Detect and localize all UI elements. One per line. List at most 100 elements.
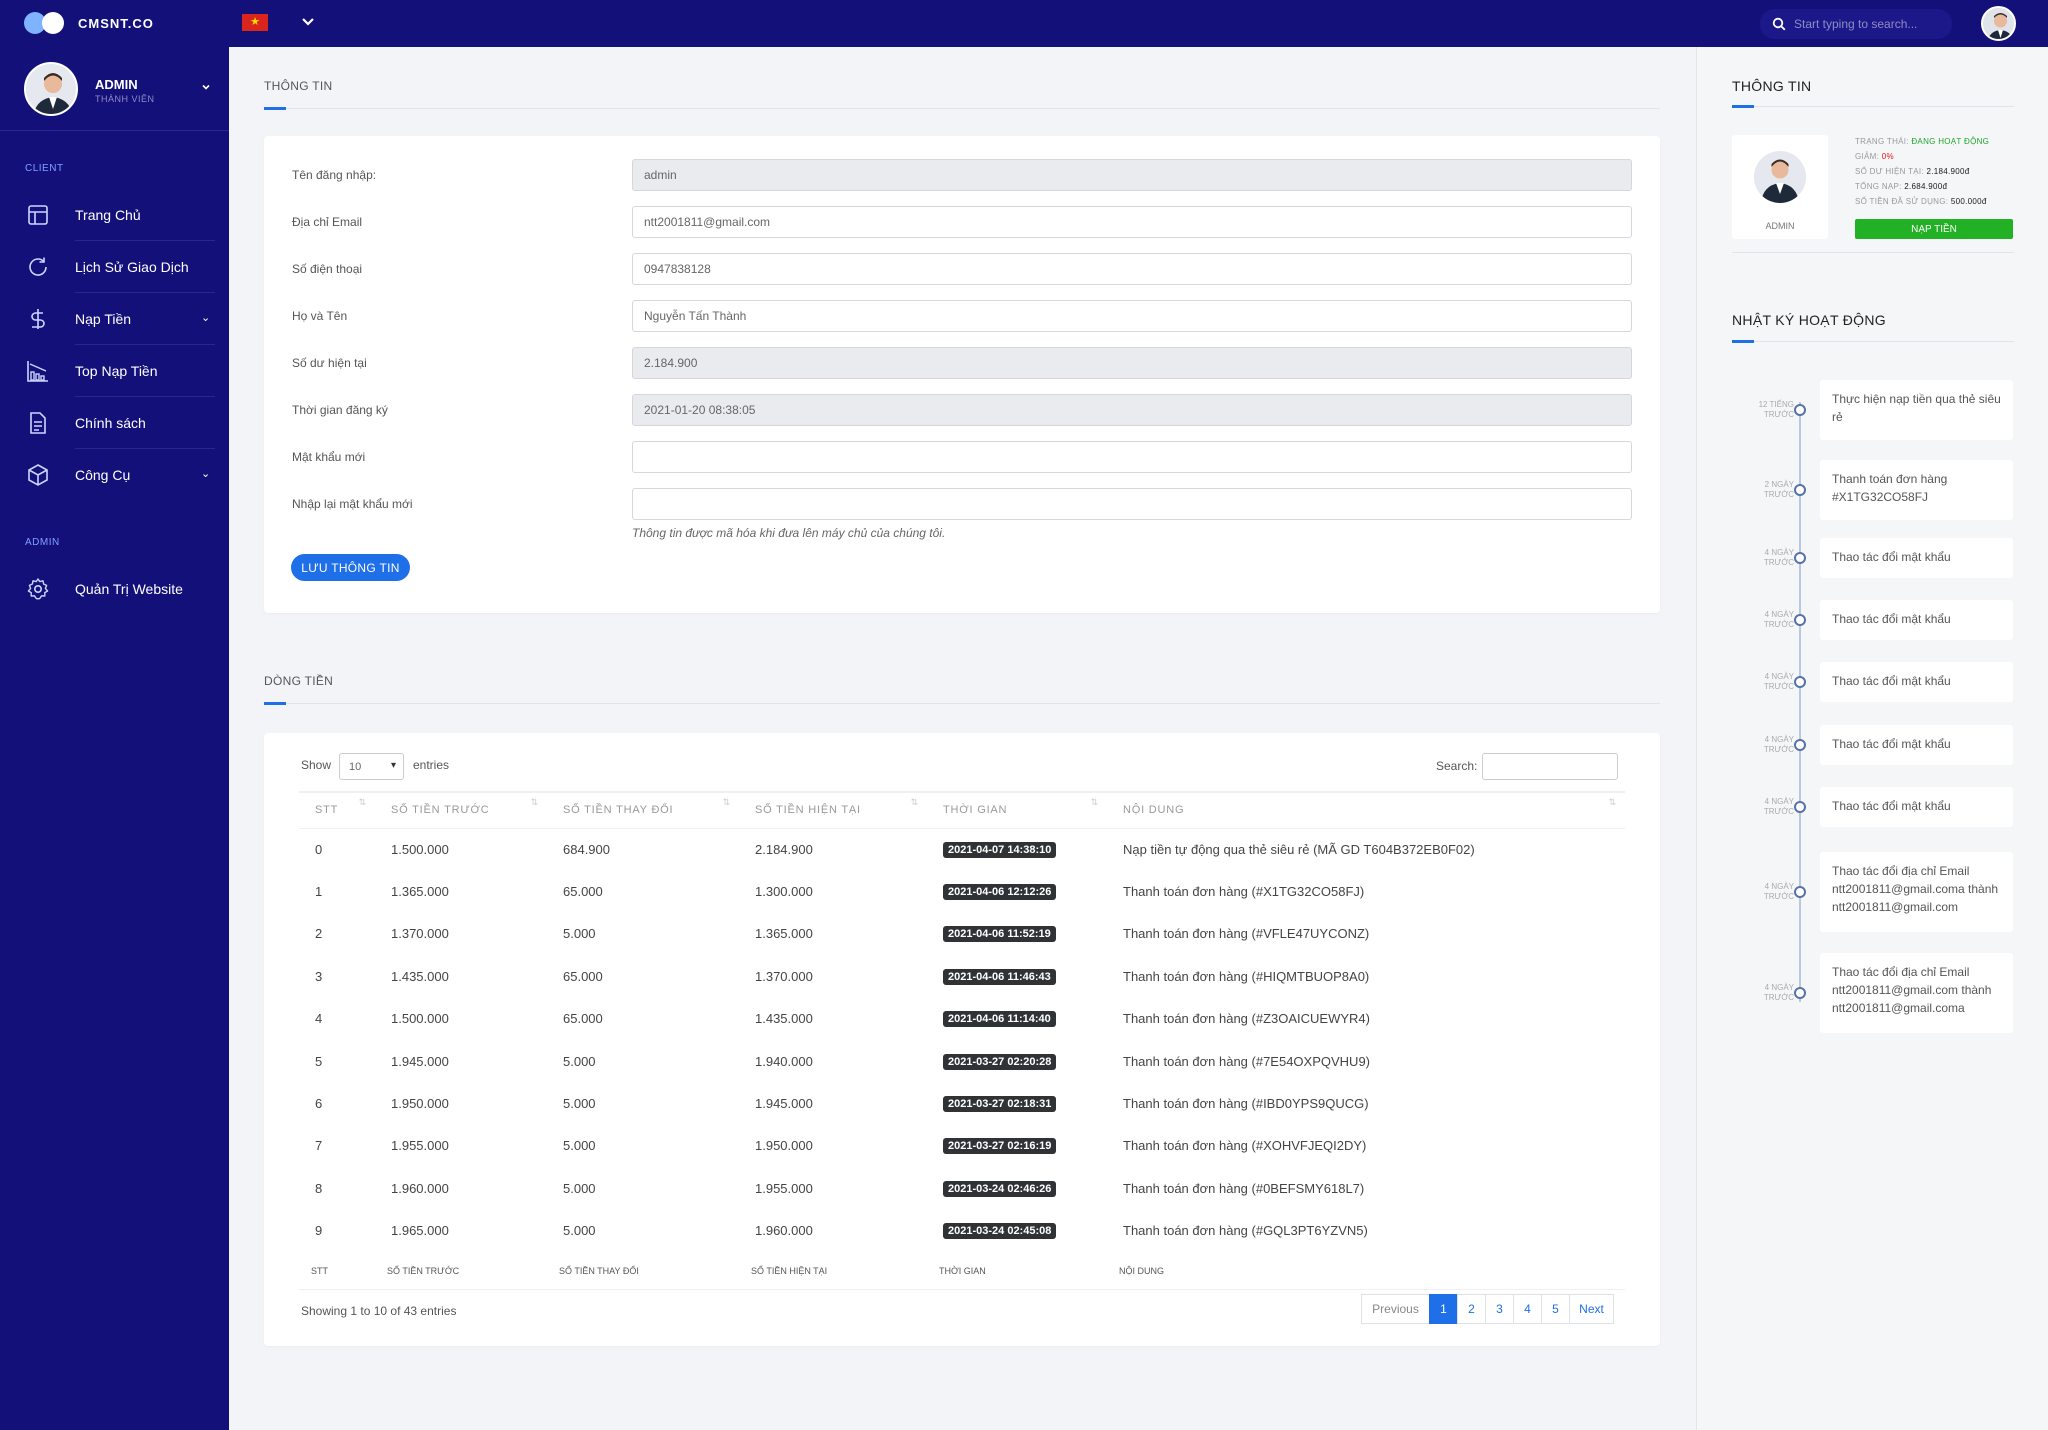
time-cell: 2021-04-07 14:38:10 bbox=[927, 828, 1107, 870]
next-page-button[interactable]: Next bbox=[1569, 1294, 1614, 1324]
table-row: 3 1.435.000 65.000 1.370.000 2021-04-06 11:4… bbox=[299, 955, 1625, 997]
sidebar-item-label: Top Nạp Tiền bbox=[75, 363, 158, 379]
page-button-3[interactable]: 3 bbox=[1485, 1294, 1514, 1324]
phone-field[interactable] bbox=[632, 253, 1632, 285]
gear-icon bbox=[27, 578, 49, 600]
field-label: Họ và Tên bbox=[292, 309, 348, 323]
form-row-fullname: Họ và Tên bbox=[292, 300, 1632, 332]
column-header-time[interactable]: THỜI GIAN ⇅ bbox=[927, 791, 1107, 829]
column-header-change[interactable]: SỐ TIỀN THAY ĐỔI ⇅ bbox=[547, 791, 739, 829]
balance-field[interactable] bbox=[632, 347, 1632, 379]
sidebar-section-admin: ADMIN bbox=[25, 537, 60, 548]
column-header-stt[interactable]: STT ⇅ bbox=[299, 791, 375, 829]
sidebar-item-admin-website[interactable]: Quản Trị Website bbox=[0, 563, 229, 615]
content-cell: Thanh toán đơn hàng (#X1TG32CO58FJ) bbox=[1123, 884, 1365, 900]
column-header-content[interactable]: NỘI DUNG ⇅ bbox=[1107, 791, 1625, 829]
section-title-cashflow: DÒNG TIỀN bbox=[264, 674, 334, 688]
registered-time-field[interactable] bbox=[632, 394, 1632, 426]
box-icon bbox=[28, 464, 48, 486]
timeline-dot-icon bbox=[1794, 801, 1806, 813]
pagination: Previous 1 2 3 4 5 Next bbox=[1361, 1294, 1614, 1324]
before-amount-cell: 1.435.000 bbox=[391, 968, 449, 984]
form-row-confirm-password: Nhập lại mật khẩu mới bbox=[292, 488, 1632, 520]
sidebar-item-label: Chính sách bbox=[75, 415, 146, 431]
global-search[interactable] bbox=[1760, 9, 1952, 39]
timeline-entry: Thao tác đổi mật khẩu bbox=[1820, 538, 2013, 578]
stt-cell: 1 bbox=[315, 884, 323, 900]
after-amount-cell: 1.300.000 bbox=[755, 884, 813, 900]
sort-icon: ⇅ bbox=[1090, 797, 1099, 807]
chevron-down-icon[interactable] bbox=[200, 81, 212, 93]
table-search-input[interactable] bbox=[1482, 753, 1618, 780]
sidebar-item-policy[interactable]: Chính sách bbox=[0, 397, 229, 449]
vietnam-flag-icon[interactable]: ★ bbox=[242, 14, 268, 31]
time-badge: 2021-03-24 02:46:26 bbox=[943, 1180, 1057, 1197]
timeline-entry: Thao tác đổi mật khẩu bbox=[1820, 787, 2013, 827]
after-amount-cell: 1.945.000 bbox=[755, 1096, 813, 1112]
sidebar-item-transactions[interactable]: Lịch Sử Giao Dịch bbox=[0, 241, 229, 293]
document-icon bbox=[30, 412, 46, 434]
table-row: 2 1.370.000 5.000 1.365.000 2021-04-06 11:52… bbox=[299, 913, 1625, 955]
page-button-5[interactable]: 5 bbox=[1541, 1294, 1570, 1324]
divider bbox=[264, 703, 1660, 704]
page-size-value: 10 bbox=[349, 760, 362, 773]
timeline-entry: Thanh toán đơn hàng #X1TG32CO58FJ bbox=[1820, 460, 2013, 520]
section-accent bbox=[1732, 340, 1754, 343]
timeline-line bbox=[1799, 402, 1801, 1002]
column-header-after[interactable]: SỐ TIỀN HIỆN TẠI ⇅ bbox=[739, 791, 927, 829]
username-field[interactable] bbox=[632, 159, 1632, 191]
after-amount-cell: 1.955.000 bbox=[755, 1180, 813, 1196]
before-amount-cell: 1.945.000 bbox=[391, 1053, 449, 1069]
layout-icon bbox=[28, 205, 48, 225]
page-button-2[interactable]: 2 bbox=[1457, 1294, 1486, 1324]
divider bbox=[1732, 106, 2014, 107]
sidebar-item-tools[interactable]: Công Cụ ⌄ bbox=[0, 449, 229, 501]
sidebar-item-topup[interactable]: Nạp Tiền ⌄ bbox=[0, 293, 229, 345]
brand-name: CMSNT.CO bbox=[78, 15, 154, 31]
sort-icon: ⇅ bbox=[910, 797, 919, 807]
sidebar-item-label: Nạp Tiền bbox=[75, 311, 132, 327]
time-badge: 2021-03-24 02:45:08 bbox=[943, 1223, 1057, 1240]
time-cell: 2021-03-27 02:16:19 bbox=[927, 1125, 1107, 1167]
divider bbox=[1732, 341, 2014, 342]
content-cell: Thanh toán đơn hàng (#7E54OXPQVHU9) bbox=[1123, 1053, 1371, 1069]
time-badge: 2021-04-06 11:14:40 bbox=[943, 1011, 1056, 1028]
footer-header-change: SỐ TIỀN THAY ĐỔI bbox=[547, 1251, 739, 1291]
avatar bbox=[24, 62, 78, 116]
after-amount-cell: 1.940.000 bbox=[755, 1053, 813, 1069]
timeline-entry: Thao tác đổi mật khẩu bbox=[1820, 725, 2013, 765]
column-header-before[interactable]: SỐ TIỀN TRƯỚC ⇅ bbox=[375, 791, 547, 829]
previous-page-button[interactable]: Previous bbox=[1361, 1294, 1430, 1324]
save-info-button[interactable]: LƯU THÔNG TIN bbox=[291, 554, 410, 581]
stt-cell: 3 bbox=[315, 968, 323, 984]
confirm-password-field[interactable] bbox=[632, 488, 1632, 520]
change-amount-cell: 5.000 bbox=[563, 1096, 596, 1112]
chevron-down-icon[interactable] bbox=[298, 12, 318, 32]
sidebar-item-home[interactable]: Trang Chủ bbox=[0, 189, 229, 241]
time-cell: 2021-04-06 11:14:40 bbox=[927, 998, 1107, 1040]
page-size-select[interactable]: 10 ▾ bbox=[339, 753, 404, 780]
user-role: THÀNH VIÊN bbox=[95, 94, 155, 104]
sidebar-item-label: Quản Trị Website bbox=[75, 581, 183, 597]
time-cell: 2021-03-24 02:45:08 bbox=[927, 1210, 1107, 1252]
time-badge: 2021-04-07 14:38:10 bbox=[943, 841, 1057, 858]
fullname-field[interactable] bbox=[632, 300, 1632, 332]
profile-name: ADMIN bbox=[1765, 221, 1795, 231]
page-button-1[interactable]: 1 bbox=[1429, 1294, 1458, 1324]
before-amount-cell: 1.365.000 bbox=[391, 884, 449, 900]
avatar[interactable] bbox=[1981, 6, 2016, 41]
section-title-info: THÔNG TIN bbox=[264, 79, 333, 93]
search-input[interactable] bbox=[1794, 17, 1944, 31]
brand-logo[interactable]: CMSNT.CO bbox=[24, 12, 154, 34]
field-label: Nhập lại mật khẩu mới bbox=[292, 497, 413, 511]
user-menu[interactable]: ADMIN THÀNH VIÊN bbox=[0, 47, 229, 131]
topup-button[interactable]: NẠP TIỀN bbox=[1855, 219, 2013, 239]
new-password-field[interactable] bbox=[632, 441, 1632, 473]
bar-chart-icon bbox=[27, 361, 48, 382]
email-field[interactable] bbox=[632, 206, 1632, 238]
activity-log-title: NHẬT KÝ HOẠT ĐỘNG bbox=[1732, 312, 1886, 328]
page-button-4[interactable]: 4 bbox=[1513, 1294, 1542, 1324]
content-cell: Thanh toán đơn hàng (#0BEFSMY618L7) bbox=[1123, 1180, 1365, 1196]
sidebar-item-top-topup[interactable]: Top Nạp Tiền bbox=[0, 345, 229, 397]
content-cell: Thanh toán đơn hàng (#IBD0YPS9QUCG) bbox=[1123, 1096, 1369, 1112]
